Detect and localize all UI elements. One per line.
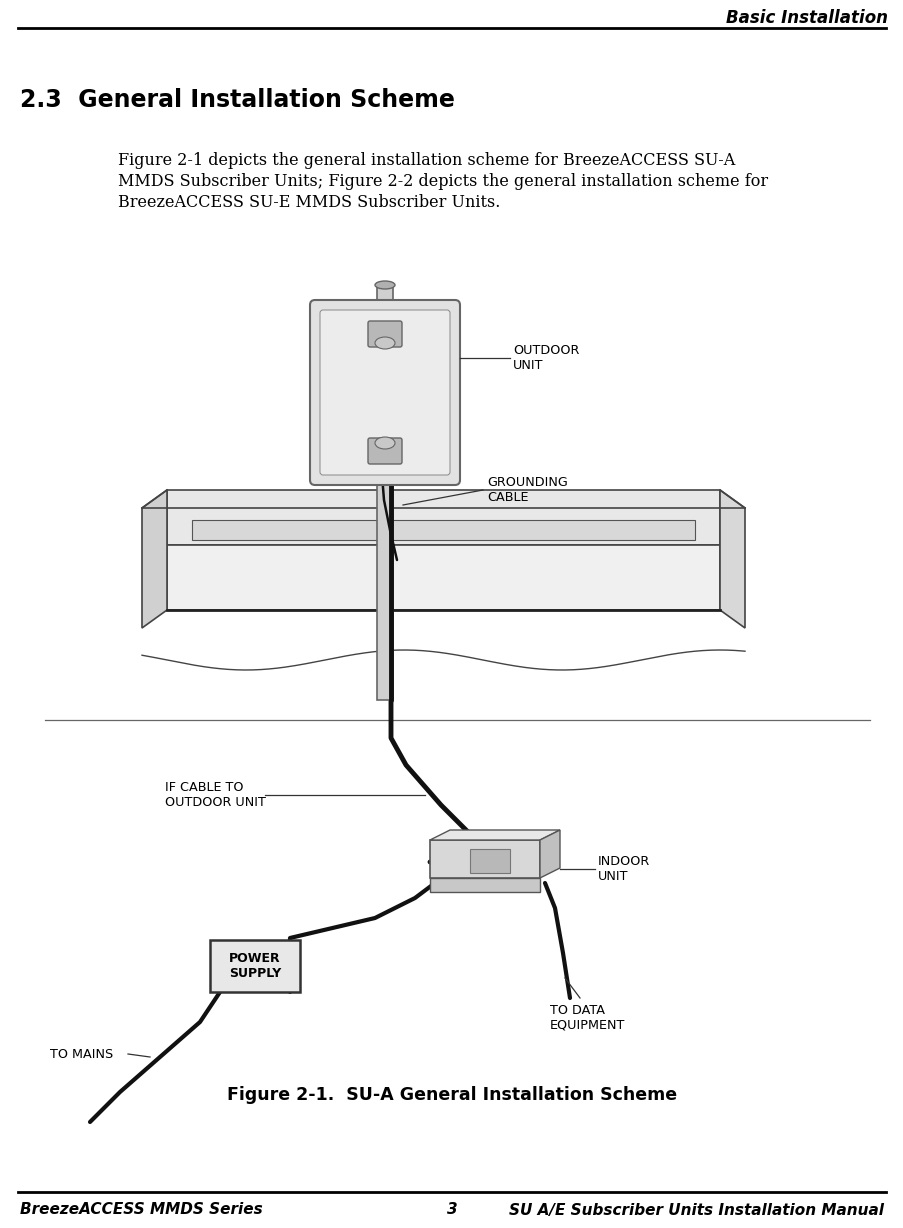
Text: GROUNDING
CABLE: GROUNDING CABLE	[487, 476, 567, 503]
Text: Figure 2-1.  SU-A General Installation Scheme: Figure 2-1. SU-A General Installation Sc…	[227, 1086, 676, 1104]
Text: 3: 3	[446, 1202, 457, 1217]
Bar	[470, 849, 509, 873]
Ellipse shape	[375, 281, 395, 289]
Polygon shape	[167, 490, 719, 545]
Text: TO MAINS: TO MAINS	[50, 1047, 113, 1061]
Bar	[209, 939, 300, 992]
FancyBboxPatch shape	[320, 309, 450, 475]
Text: IF CABLE TO
OUTDOOR UNIT: IF CABLE TO OUTDOOR UNIT	[165, 781, 265, 809]
Polygon shape	[142, 490, 167, 628]
Text: SU A/E Subscriber Units Installation Manual: SU A/E Subscriber Units Installation Man…	[508, 1202, 883, 1217]
Text: POWER
SUPPLY: POWER SUPPLY	[228, 952, 281, 980]
Polygon shape	[719, 490, 744, 628]
FancyBboxPatch shape	[310, 300, 460, 485]
Ellipse shape	[375, 336, 395, 349]
Text: INDOOR
UNIT: INDOOR UNIT	[598, 855, 649, 883]
Text: OUTDOOR
UNIT: OUTDOOR UNIT	[512, 344, 579, 372]
Text: 2.3  General Installation Scheme: 2.3 General Installation Scheme	[20, 88, 454, 112]
Text: BreezeACCESS MMDS Series: BreezeACCESS MMDS Series	[20, 1202, 263, 1217]
FancyBboxPatch shape	[368, 321, 402, 348]
Text: Figure 2-1 depicts the general installation scheme for BreezeACCESS SU-A: Figure 2-1 depicts the general installat…	[118, 152, 734, 169]
Bar	[377, 285, 393, 700]
Ellipse shape	[375, 437, 395, 449]
Polygon shape	[430, 830, 559, 840]
Bar	[430, 840, 539, 878]
Polygon shape	[539, 830, 559, 878]
Text: Basic Installation: Basic Installation	[725, 9, 887, 27]
Text: MMDS Subscriber Units; Figure 2-2 depicts the general installation scheme for: MMDS Subscriber Units; Figure 2-2 depict…	[118, 173, 768, 190]
Text: BreezeACCESS SU-E MMDS Subscriber Units.: BreezeACCESS SU-E MMDS Subscriber Units.	[118, 194, 500, 211]
Polygon shape	[430, 878, 539, 892]
Text: TO DATA
EQUIPMENT: TO DATA EQUIPMENT	[549, 1005, 625, 1032]
Polygon shape	[191, 519, 694, 540]
FancyBboxPatch shape	[368, 438, 402, 464]
Polygon shape	[167, 545, 719, 610]
